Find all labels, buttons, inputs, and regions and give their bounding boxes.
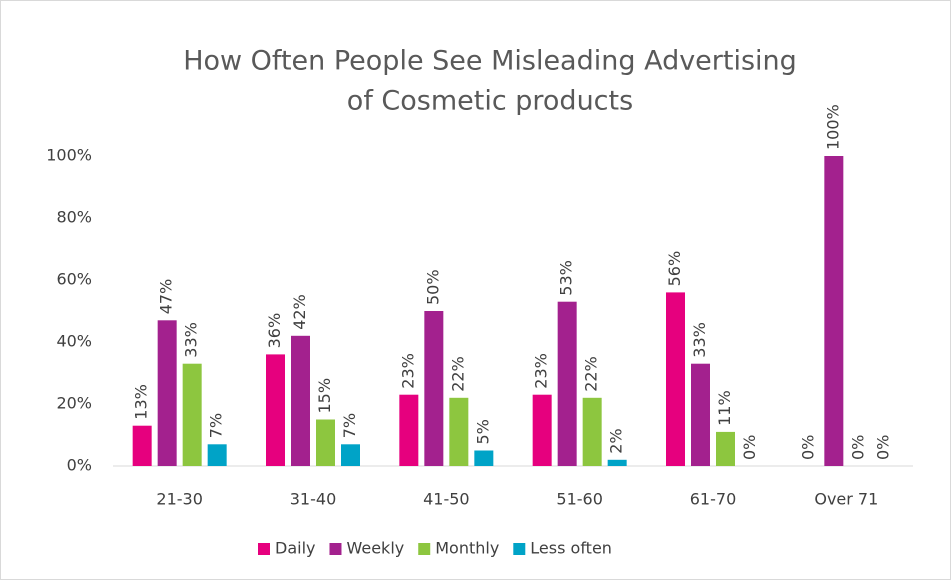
legend-label: Weekly: [346, 539, 404, 558]
bar: [207, 444, 227, 466]
data-label: 13%: [132, 384, 151, 420]
y-tick-label: 20%: [56, 394, 92, 413]
bar: [532, 394, 552, 466]
legend-swatch: [258, 543, 270, 555]
x-tick-label: 51-60: [556, 490, 603, 509]
bar: [316, 419, 335, 466]
y-tick-label: 60%: [56, 270, 92, 289]
bar: [691, 363, 710, 466]
legend-label: Daily: [275, 539, 315, 558]
bar: [424, 311, 444, 466]
data-label: 0%: [798, 435, 817, 460]
chart-title: How Often People See Misleading Advertis…: [183, 46, 797, 77]
data-label: 22%: [582, 356, 601, 392]
bar: [399, 394, 419, 466]
bar: [824, 156, 844, 466]
bar: [157, 320, 177, 466]
data-label: 33%: [690, 322, 709, 358]
bar: [582, 397, 602, 466]
bar: [291, 335, 310, 466]
data-label: 11%: [715, 390, 734, 426]
data-label: 50%: [423, 269, 442, 305]
data-label: 5%: [473, 419, 492, 444]
bar: [716, 431, 735, 466]
data-label: 42%: [290, 294, 309, 330]
data-label: 15%: [315, 378, 334, 414]
y-tick-label: 80%: [56, 208, 92, 227]
legend-swatch: [418, 543, 431, 555]
legend-swatch: [513, 543, 526, 555]
bar: [557, 301, 577, 466]
data-label: 2%: [607, 428, 626, 453]
bar: [449, 397, 469, 466]
data-label: 22%: [448, 356, 467, 392]
data-label: 36%: [265, 313, 284, 349]
bar: [266, 354, 285, 466]
data-label: 0%: [848, 435, 867, 460]
data-label: 56%: [665, 251, 684, 287]
x-tick-label: Over 71: [814, 490, 878, 509]
bar: [666, 292, 685, 466]
data-label: 23%: [532, 353, 551, 389]
bar: [607, 459, 627, 466]
data-label: 0%: [873, 435, 892, 460]
data-label: 100%: [823, 104, 842, 150]
legend-label: Monthly: [435, 539, 499, 558]
bar: [474, 450, 494, 466]
x-tick-label: 61-70: [690, 490, 737, 509]
x-tick-label: 21-30: [156, 490, 203, 509]
data-label: 53%: [557, 260, 576, 296]
data-label: 7%: [207, 413, 226, 438]
data-label: 33%: [182, 322, 201, 358]
x-tick-label: 41-50: [423, 490, 470, 509]
bar: [182, 363, 202, 466]
data-label: 7%: [340, 413, 359, 438]
legend-swatch: [329, 543, 342, 555]
y-tick-label: 100%: [46, 146, 92, 165]
bar: [341, 444, 360, 466]
data-label: 0%: [740, 435, 759, 460]
data-label: 23%: [398, 353, 417, 389]
data-label: 47%: [157, 279, 176, 315]
bar: [132, 425, 152, 466]
y-tick-label: 40%: [56, 332, 92, 351]
legend-label: Less often: [530, 539, 612, 558]
y-tick-label: 0%: [67, 456, 92, 475]
x-tick-label: 31-40: [290, 490, 337, 509]
chart-title: of Cosmetic products: [347, 86, 633, 117]
